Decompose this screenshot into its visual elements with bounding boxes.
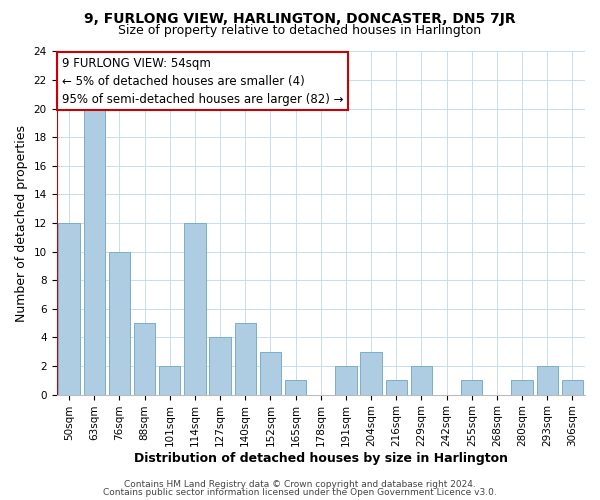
Text: 9, FURLONG VIEW, HARLINGTON, DONCASTER, DN5 7JR: 9, FURLONG VIEW, HARLINGTON, DONCASTER, … bbox=[84, 12, 516, 26]
Bar bbox=[134, 323, 155, 394]
Bar bbox=[536, 366, 558, 394]
Y-axis label: Number of detached properties: Number of detached properties bbox=[15, 124, 28, 322]
Bar bbox=[361, 352, 382, 395]
Bar bbox=[386, 380, 407, 394]
Text: Contains public sector information licensed under the Open Government Licence v3: Contains public sector information licen… bbox=[103, 488, 497, 497]
Bar bbox=[260, 352, 281, 395]
X-axis label: Distribution of detached houses by size in Harlington: Distribution of detached houses by size … bbox=[134, 452, 508, 465]
Bar bbox=[83, 108, 105, 395]
Bar bbox=[159, 366, 181, 394]
Text: Contains HM Land Registry data © Crown copyright and database right 2024.: Contains HM Land Registry data © Crown c… bbox=[124, 480, 476, 489]
Bar bbox=[511, 380, 533, 394]
Bar bbox=[335, 366, 356, 394]
Bar bbox=[184, 223, 206, 394]
Bar bbox=[285, 380, 306, 394]
Text: Size of property relative to detached houses in Harlington: Size of property relative to detached ho… bbox=[118, 24, 482, 37]
Bar bbox=[209, 338, 231, 394]
Bar bbox=[235, 323, 256, 394]
Text: 9 FURLONG VIEW: 54sqm
← 5% of detached houses are smaller (4)
95% of semi-detach: 9 FURLONG VIEW: 54sqm ← 5% of detached h… bbox=[62, 56, 343, 106]
Bar bbox=[109, 252, 130, 394]
Bar bbox=[58, 223, 80, 394]
Bar bbox=[562, 380, 583, 394]
Bar bbox=[461, 380, 482, 394]
Bar bbox=[411, 366, 432, 394]
